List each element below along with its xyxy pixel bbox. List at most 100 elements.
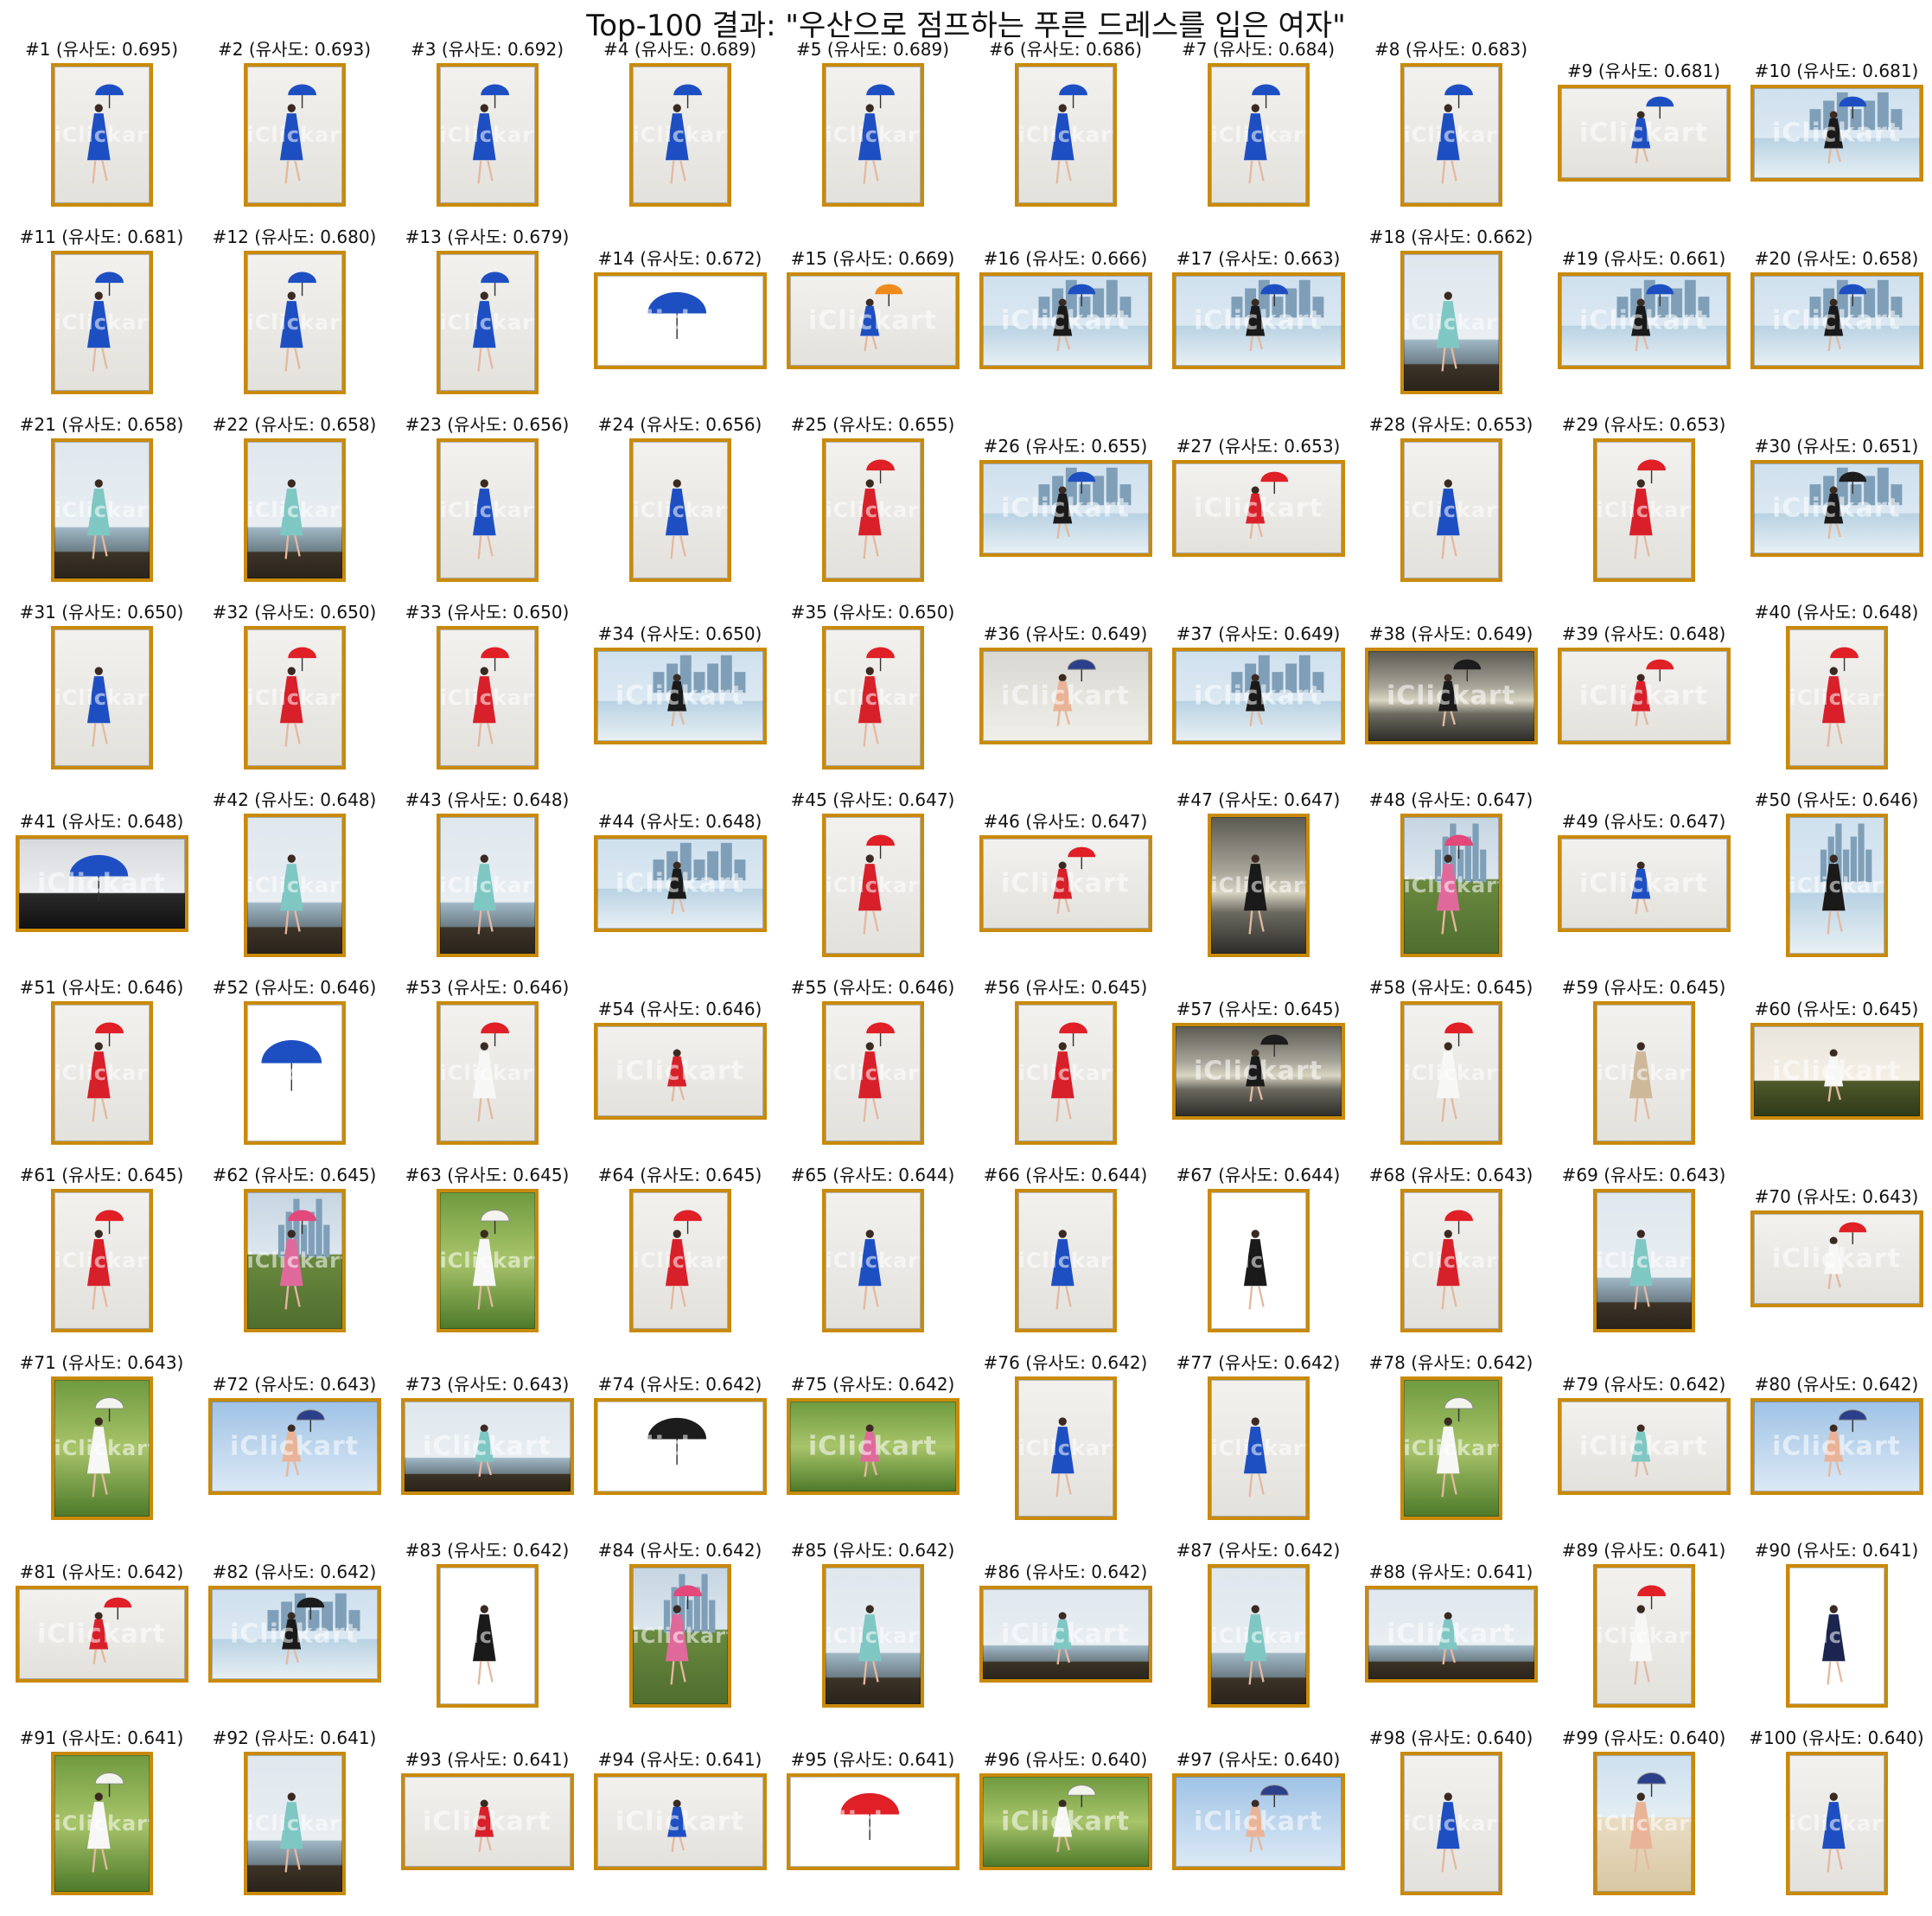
result-card[interactable]: #8 (유사도: 0.683) iClickart <box>1355 39 1547 227</box>
result-thumbnail[interactable]: iClickart <box>821 1001 924 1145</box>
result-thumbnail[interactable]: iClickart <box>1207 1189 1310 1332</box>
result-thumbnail[interactable]: iClickart <box>1592 1752 1695 1895</box>
result-thumbnail[interactable]: iClickart <box>436 1001 539 1145</box>
result-thumbnail[interactable]: iClickart <box>1785 626 1888 770</box>
result-thumbnail[interactable]: iClickart <box>821 63 924 207</box>
result-thumbnail[interactable]: iClickart <box>436 63 539 207</box>
result-card[interactable]: #29 (유사도: 0.653) iClickart <box>1547 414 1740 603</box>
result-thumbnail[interactable]: iClickart <box>243 626 346 770</box>
result-thumbnail[interactable]: iClickart <box>243 438 346 582</box>
result-thumbnail[interactable]: iClickart <box>1207 1376 1310 1520</box>
result-thumbnail[interactable]: iClickart <box>979 835 1152 932</box>
result-card[interactable]: #4 (유사도: 0.689) iClickart <box>583 39 776 227</box>
result-card[interactable]: #17 (유사도: 0.663) iClickart <box>1162 227 1355 415</box>
result-thumbnail[interactable]: iClickart <box>1557 1398 1731 1495</box>
result-card[interactable]: #96 (유사도: 0.640) iClickart <box>969 1728 1162 1916</box>
result-thumbnail[interactable]: iClickart <box>207 1586 381 1683</box>
result-thumbnail[interactable]: iClickart <box>593 272 767 369</box>
result-card[interactable]: #3 (유사도: 0.692) iClickart <box>391 39 583 227</box>
result-thumbnail[interactable]: iClickart <box>593 648 767 744</box>
result-card[interactable]: #12 (유사도: 0.680) iClickart <box>198 227 391 415</box>
result-thumbnail[interactable]: iClickart <box>15 1586 188 1683</box>
result-card[interactable]: #87 (유사도: 0.642) iClickart <box>1162 1540 1355 1728</box>
result-thumbnail[interactable]: iClickart <box>1207 1564 1310 1708</box>
result-thumbnail[interactable]: iClickart <box>1785 814 1888 957</box>
result-card[interactable]: #59 (유사도: 0.645) iClickart <box>1547 977 1740 1166</box>
result-card[interactable]: #71 (유사도: 0.643) iClickart <box>5 1352 198 1541</box>
result-thumbnail[interactable]: iClickart <box>1014 1189 1117 1332</box>
result-card[interactable]: #100 (유사도: 0.640) iClickart <box>1740 1728 1932 1916</box>
result-card[interactable]: #63 (유사도: 0.645) iClickart <box>391 1165 583 1353</box>
result-thumbnail[interactable]: iClickart <box>1364 648 1538 744</box>
result-card[interactable]: #14 (유사도: 0.672) iClickart <box>583 227 776 415</box>
result-card[interactable]: #50 (유사도: 0.646) iClickart <box>1740 789 1932 978</box>
result-thumbnail[interactable]: iClickart <box>1400 1376 1502 1520</box>
result-thumbnail[interactable]: iClickart <box>1171 272 1345 369</box>
result-card[interactable]: #66 (유사도: 0.644) iClickart <box>969 1165 1162 1353</box>
result-card[interactable]: #84 (유사도: 0.642) iClickart <box>583 1540 776 1728</box>
result-card[interactable]: #27 (유사도: 0.653) iClickart <box>1162 414 1355 603</box>
result-thumbnail[interactable]: iClickart <box>786 1773 960 1870</box>
result-thumbnail[interactable]: iClickart <box>243 63 346 207</box>
result-card[interactable]: #1 (유사도: 0.695) iClickart <box>5 39 198 227</box>
result-thumbnail[interactable]: iClickart <box>1750 1023 1923 1120</box>
result-thumbnail[interactable]: iClickart <box>436 251 539 394</box>
result-card[interactable]: #47 (유사도: 0.647) iClickart <box>1162 789 1355 978</box>
result-card[interactable]: #70 (유사도: 0.643) iClickart <box>1740 1165 1932 1353</box>
result-card[interactable]: #23 (유사도: 0.656) iClickart <box>391 414 583 603</box>
result-thumbnail[interactable]: iClickart <box>979 460 1152 557</box>
result-card[interactable]: #41 (유사도: 0.648) iClickart <box>5 789 198 978</box>
result-card[interactable]: #73 (유사도: 0.643) iClickart <box>391 1352 583 1541</box>
result-thumbnail[interactable]: iClickart <box>1750 460 1923 557</box>
result-thumbnail[interactable]: iClickart <box>821 1564 924 1708</box>
result-thumbnail[interactable]: iClickart <box>628 1189 731 1332</box>
result-thumbnail[interactable]: iClickart <box>628 438 731 582</box>
result-thumbnail[interactable]: iClickart <box>400 1398 574 1495</box>
result-card[interactable]: #53 (유사도: 0.646) iClickart <box>391 977 583 1166</box>
result-thumbnail[interactable]: iClickart <box>400 1773 574 1870</box>
result-card[interactable]: #24 (유사도: 0.656) iClickart <box>583 414 776 603</box>
result-card[interactable]: #22 (유사도: 0.658) iClickart <box>198 414 391 603</box>
result-card[interactable]: #61 (유사도: 0.645) iClickart <box>5 1165 198 1353</box>
result-thumbnail[interactable]: iClickart <box>628 63 731 207</box>
result-thumbnail[interactable]: iClickart <box>821 626 924 770</box>
result-card[interactable]: #69 (유사도: 0.643) iClickart <box>1547 1165 1740 1353</box>
result-card[interactable]: #92 (유사도: 0.641) iClickart <box>198 1728 391 1916</box>
result-card[interactable]: #19 (유사도: 0.661) iClickart <box>1547 227 1740 415</box>
result-thumbnail[interactable]: iClickart <box>1171 460 1345 557</box>
result-thumbnail[interactable]: iClickart <box>1785 1564 1888 1708</box>
result-thumbnail[interactable]: iClickart <box>593 835 767 932</box>
result-card[interactable]: #16 (유사도: 0.666) iClickart <box>969 227 1162 415</box>
result-card[interactable]: #60 (유사도: 0.645) iClickart <box>1740 977 1932 1166</box>
result-thumbnail[interactable]: iClickart <box>821 438 924 582</box>
result-thumbnail[interactable]: iClickart <box>786 1398 960 1495</box>
result-card[interactable]: #62 (유사도: 0.645) iClickart <box>198 1165 391 1353</box>
result-thumbnail[interactable]: iClickart <box>979 1773 1152 1870</box>
result-card[interactable]: #7 (유사도: 0.684) iClickart <box>1162 39 1355 227</box>
result-thumbnail[interactable]: iClickart <box>1400 1189 1502 1332</box>
result-card[interactable]: #11 (유사도: 0.681) iClickart <box>5 227 198 415</box>
result-thumbnail[interactable]: iClickart <box>1750 85 1923 182</box>
result-thumbnail[interactable]: iClickart <box>593 1773 767 1870</box>
result-thumbnail[interactable]: iClickart <box>50 1752 153 1895</box>
result-card[interactable]: #21 (유사도: 0.658) iClickart <box>5 414 198 603</box>
result-card[interactable]: #45 (유사도: 0.647) iClickart <box>776 789 969 978</box>
result-card[interactable]: #54 (유사도: 0.646) iClickart <box>583 977 776 1166</box>
result-card[interactable]: #65 (유사도: 0.644) iClickart <box>776 1165 969 1353</box>
result-thumbnail[interactable]: iClickart <box>1400 438 1502 582</box>
result-card[interactable]: #15 (유사도: 0.669) iClickart <box>776 227 969 415</box>
result-thumbnail[interactable]: iClickart <box>1592 438 1695 582</box>
result-thumbnail[interactable]: iClickart <box>1171 648 1345 744</box>
result-thumbnail[interactable]: iClickart <box>436 1564 539 1708</box>
result-thumbnail[interactable]: iClickart <box>436 438 539 582</box>
result-thumbnail[interactable]: iClickart <box>1592 1564 1695 1708</box>
result-card[interactable]: #28 (유사도: 0.653) iClickart <box>1355 414 1547 603</box>
result-thumbnail[interactable]: iClickart <box>243 814 346 957</box>
result-card[interactable]: #85 (유사도: 0.642) iClickart <box>776 1540 969 1728</box>
result-card[interactable]: #35 (유사도: 0.650) iClickart <box>776 602 969 790</box>
result-card[interactable]: #78 (유사도: 0.642) iClickart <box>1355 1352 1547 1541</box>
result-card[interactable]: #10 (유사도: 0.681) iClickart <box>1740 39 1932 227</box>
result-thumbnail[interactable]: iClickart <box>1400 814 1502 957</box>
result-card[interactable]: #38 (유사도: 0.649) iClickart <box>1355 602 1547 790</box>
result-card[interactable]: #74 (유사도: 0.642) iClickart <box>583 1352 776 1541</box>
